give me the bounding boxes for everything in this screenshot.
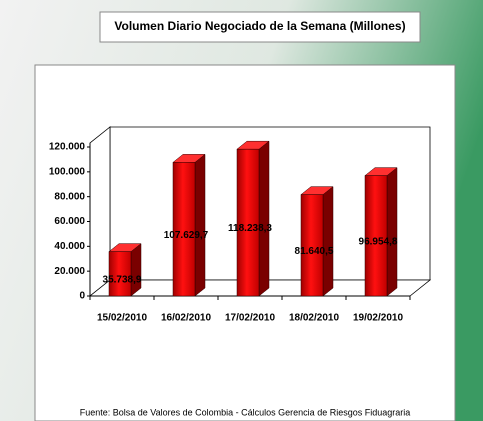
data-label: 118.238,3	[228, 223, 272, 234]
y-tick-label: 120.000	[49, 142, 86, 153]
bar	[300, 194, 324, 297]
x-tick-label: 16/02/2010	[161, 313, 211, 324]
bar	[364, 175, 388, 297]
bar	[236, 148, 260, 297]
x-tick-label: 15/02/2010	[97, 313, 147, 324]
data-label: 35.738,9	[103, 274, 142, 285]
data-label: 107.629,7	[164, 230, 209, 241]
chart-title: Volumen Diario Negociado de la Semana (M…	[114, 19, 405, 33]
bar	[172, 162, 196, 297]
y-tick-label: 20.000	[54, 266, 85, 277]
y-tick-label: 80.000	[54, 191, 85, 202]
title-box	[99, 11, 421, 43]
x-tick-label: 17/02/2010	[225, 313, 275, 324]
bar	[108, 251, 132, 297]
bar-side	[194, 153, 206, 297]
bar-side	[322, 186, 334, 297]
y-tick-label: 0	[79, 291, 85, 302]
data-label: 96.954,8	[359, 236, 398, 247]
x-tick-label: 19/02/2010	[353, 313, 403, 324]
side-wall	[89, 126, 111, 297]
source-note: Fuente: Bolsa de Valores de Colombia - C…	[80, 407, 411, 417]
y-tick-label: 40.000	[54, 241, 85, 252]
data-label: 81.640,5	[295, 246, 334, 257]
y-tick-label: 100.000	[49, 166, 86, 177]
bar-side	[130, 243, 142, 297]
bar-side	[258, 140, 270, 297]
y-tick-label: 60.000	[54, 216, 85, 227]
x-tick-label: 18/02/2010	[289, 313, 339, 324]
bar-side	[386, 167, 398, 297]
